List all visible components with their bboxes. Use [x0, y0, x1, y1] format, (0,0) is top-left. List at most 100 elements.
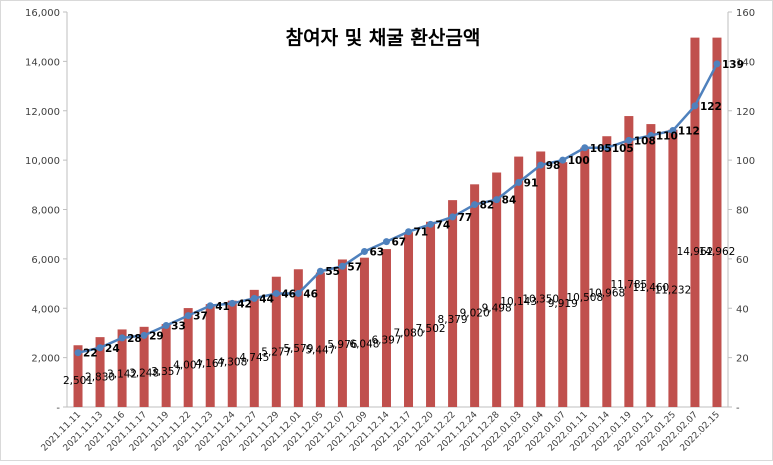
line-point [250, 294, 258, 302]
axes: - 2,000 4,000 6,000 8,000 10,000 12,000 14,000 1… [25, 8, 755, 414]
line-data-label: 105 [612, 143, 634, 155]
line-point [427, 220, 435, 228]
line-point [228, 299, 236, 307]
left-tick-label: 16,000 [25, 8, 60, 19]
right-tick-label: 40 [736, 304, 749, 315]
bar-data-label: 2,830 [85, 372, 115, 384]
bar [492, 172, 502, 407]
bar-data-label: 11,785 [610, 279, 647, 291]
line-data-label: 63 [369, 246, 384, 258]
bar-data-label: 5,976 [327, 339, 357, 351]
line-data-label: 82 [480, 200, 495, 212]
left-tick-label: 4,000 [31, 304, 60, 315]
line-point [405, 228, 413, 236]
line-data-label: 55 [325, 266, 340, 278]
bar-data-label: 9,020 [460, 307, 490, 319]
right-tick-label: 100 [736, 156, 755, 167]
line-point [316, 267, 324, 275]
bar [337, 259, 347, 407]
line-point [581, 144, 589, 152]
bar [73, 345, 83, 407]
line-data-label: 98 [546, 160, 561, 172]
bar-data-label: 6,397 [371, 335, 401, 347]
bar-data-label: 3,357 [151, 366, 181, 378]
line-point [559, 156, 567, 164]
line-data-label: 42 [237, 298, 252, 310]
bar [668, 129, 678, 407]
bar [426, 221, 436, 407]
line-point [493, 196, 501, 204]
line-point [140, 331, 148, 339]
bar [271, 276, 281, 407]
bar [536, 151, 546, 407]
bar [117, 329, 127, 407]
line-point [382, 238, 390, 246]
bar [161, 324, 171, 407]
line-data-label: 67 [391, 237, 406, 249]
left-tick-label: 2,000 [31, 354, 60, 365]
line-point [118, 334, 126, 342]
bar-data-label: 11,232 [655, 285, 692, 297]
bar [359, 257, 369, 407]
bar-data-label: 8,379 [438, 314, 468, 326]
line-point [603, 144, 611, 152]
bar-data-label: 3,142 [107, 368, 137, 380]
left-tick-label: 8,000 [31, 206, 60, 217]
line-data-label: 122 [700, 101, 722, 113]
line-point [272, 289, 280, 297]
bar-data-label: 5,447 [305, 345, 335, 357]
line-data-label: 44 [259, 293, 274, 305]
bar [95, 337, 105, 407]
bar [712, 37, 722, 408]
bar [315, 272, 325, 407]
bar [580, 147, 590, 408]
bar-data-label: 4,308 [217, 356, 247, 368]
bar [448, 200, 458, 407]
bar-data-label: 2,501 [63, 375, 93, 387]
right-tick-label: 20 [736, 354, 749, 365]
line-point [360, 247, 368, 255]
line-data-label: 84 [502, 195, 517, 207]
line-point [74, 349, 82, 357]
line-data-label: 57 [347, 261, 362, 273]
bar [183, 308, 193, 407]
line-data-label: 33 [171, 321, 186, 333]
line-data-label: 110 [656, 130, 678, 142]
bar [205, 304, 215, 407]
right-tick-label: 140 [736, 57, 755, 68]
bar-data-label: 11,460 [633, 282, 670, 294]
line-point [647, 131, 655, 139]
line-data-label: 91 [524, 177, 539, 189]
line-point [338, 262, 346, 270]
right-tick-label: 160 [736, 8, 755, 19]
bar [139, 326, 149, 407]
bar [404, 232, 414, 407]
bar-data-label: 4,167 [195, 358, 225, 370]
line-point [449, 213, 457, 221]
line-data-label: 112 [678, 126, 700, 138]
line-data-label: 24 [105, 343, 120, 355]
line-data-label: 105 [590, 143, 612, 155]
line-data-label: 74 [436, 219, 451, 231]
chart-title: 참여자 및 채굴 환산금액 [286, 27, 481, 49]
line-point [713, 60, 721, 68]
bar-data-label: 4,745 [239, 352, 269, 364]
line-data-label: 29 [149, 330, 164, 342]
right-tick-label: 80 [736, 206, 749, 217]
bar [646, 124, 656, 408]
bar-data-label: 9,919 [548, 298, 578, 310]
line-data-labels: 22 24 28 29 33 37 41 42 44 46 46 55 57 63 67 71 74 77 82 84… [83, 59, 744, 360]
bar-data-label: 10,508 [566, 292, 603, 304]
line-data-label: 46 [303, 288, 318, 300]
bar [514, 156, 524, 407]
line-data-label: 77 [458, 212, 473, 224]
line-point [471, 201, 479, 209]
left-tick-label: 12,000 [25, 107, 60, 118]
line-point [294, 289, 302, 297]
line-point [537, 161, 545, 169]
line-data-label: 28 [127, 333, 142, 345]
bar [227, 300, 237, 407]
bar-data-label: 7,080 [393, 328, 423, 340]
bar-data-label: 7,502 [416, 323, 446, 335]
